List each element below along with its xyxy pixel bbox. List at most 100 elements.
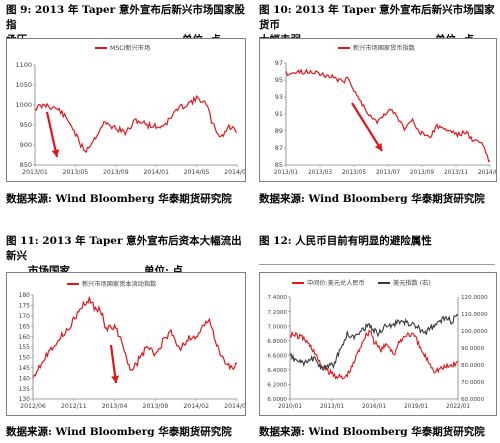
- panel-4-title-line1: 图 12: 人民币目前有明显的避险属性: [259, 235, 432, 247]
- p1-arrow-head: [51, 149, 60, 157]
- p1-xtick-label: 2014/09: [224, 169, 245, 176]
- panel-2-source: 数据来源: Wind Bloomberg 华泰期货研究院: [259, 193, 485, 205]
- p3-xtick-label: 2014/07: [224, 403, 245, 410]
- p3-xtick-label: 2013/04: [102, 403, 128, 410]
- p3-ytick-label: 180: [19, 292, 31, 299]
- p2-xtick-label: 2013/03: [308, 170, 332, 176]
- p3-xtick-label: 2012/06: [20, 403, 46, 410]
- p2-xtick-label: 2013/07: [376, 170, 400, 176]
- panel-4-divider: [259, 264, 495, 265]
- p2-legend-label-0: 新兴市场国家货币指数: [353, 44, 416, 52]
- p2-ytick-label: 85: [275, 161, 283, 169]
- p2-xtick-label: 2013/11: [444, 170, 468, 176]
- p4-xtick-label: 2010/01: [278, 404, 302, 410]
- p4-ytick-label: 7.4000: [267, 295, 287, 301]
- p3-arrow-head: [111, 375, 120, 383]
- p1-ytick-label: 1100: [15, 61, 32, 69]
- p2-ytick-label: 91: [275, 110, 283, 118]
- p2-xtick-label: 2014/01: [478, 170, 496, 176]
- p3-xtick-label: 2012/11: [61, 403, 87, 410]
- p4-ytick-label: 6.8000: [267, 339, 287, 345]
- p2-series-line: [285, 68, 491, 163]
- panel-1-title-line1: 图 9: 2013 年 Taper 意外宣布后新兴市场国家股指: [6, 4, 245, 31]
- panel-2-chart: 97 95 93 91 89 87 85 2013/01 2013/03 2013/05 2013/…: [259, 38, 500, 182]
- p3-ytick-label: 165: [19, 323, 31, 330]
- p1-xtick-label: 2014/01: [143, 169, 169, 176]
- panel-1: 图 9: 2013 年 Taper 意外宣布后新兴市场国家股指 承压 单位: 点…: [0, 0, 250, 221]
- panel-3-svg: 180 175 170 165 160 155 150 145 140 135 1302012/06…: [19, 280, 250, 410]
- panel-4-svg: 7.4000 7.2000 7.0000 6.8000 6.6000 6.4000 6.20…: [267, 279, 488, 410]
- panel-4: 图 12: 人民币目前有明显的避险属性 7.4000 7.2000 7.0000 6.…: [253, 228, 500, 443]
- p4-xtick-label: 2013/01: [320, 404, 344, 410]
- p3-ytick-label: 150: [19, 355, 31, 362]
- p1-ytick-label: 950: [20, 121, 32, 129]
- p2-ytick-label: 87: [275, 144, 283, 152]
- p1-legend-label-0: MSCI新兴市场: [110, 44, 150, 52]
- p2-xtick-label: 2013/05: [342, 170, 366, 176]
- panel-2: 图 10: 2013 年 Taper 意外宣布后新兴市场国家货币 大幅走弱 单位…: [253, 0, 500, 221]
- p4-ytick2-label: 80.0000: [461, 363, 485, 369]
- p4-xtick-label: 2016/01: [362, 404, 386, 410]
- p1-ytick-label: 1000: [15, 101, 32, 109]
- p4-ytick2-label: 110.0000: [461, 312, 488, 318]
- p2-ytick-label: 97: [275, 59, 283, 67]
- p3-ytick-label: 130: [19, 396, 31, 403]
- p1-series-line: [34, 94, 238, 154]
- p3-xtick-label: 2013/09: [143, 403, 169, 410]
- panel-1-source: 数据来源: Wind Bloomberg 华泰期货研究院: [6, 193, 232, 205]
- p4-ytick2-label: 60.0000: [461, 397, 485, 403]
- p3-ytick-label: 145: [19, 365, 31, 372]
- p2-ytick-label: 93: [275, 93, 283, 101]
- p1-ytick-label: 1050: [15, 81, 32, 89]
- p1-ytick-label: 850: [20, 161, 32, 169]
- panel-2-title-line1: 图 10: 2013 年 Taper 意外宣布后新兴市场国家货币: [259, 4, 495, 31]
- p1-arrow-shaft: [45, 111, 59, 158]
- panel-4-title: 图 12: 人民币目前有明显的避险属性: [259, 234, 499, 249]
- p4-ytick-label: 6.4000: [267, 368, 287, 374]
- panel-4-chart: 7.4000 7.2000 7.0000 6.8000 6.6000 6.4000 6.20…: [259, 272, 497, 416]
- panel-3-chart: 180 175 170 165 160 155 150 145 140 135 130 2012/06…: [6, 272, 250, 416]
- p3-series-line: [32, 296, 238, 378]
- p1-xtick-label: 2013/01: [22, 169, 48, 176]
- panel-3-source: 数据来源: Wind Bloomberg 华泰期货研究院: [6, 426, 232, 438]
- p2-xtick-label: 2013/01: [274, 170, 298, 176]
- panel-1-chart: 1100 1050 1000 950 900 850 2013/01 2013/05 2013/…: [6, 38, 250, 182]
- p3-ytick-label: 175: [19, 303, 31, 310]
- p4-xtick-label: 2022/01: [446, 404, 470, 410]
- p4-legend-label-0: 中间价:美元兑人民币: [307, 279, 365, 287]
- p2-arrow-shaft: [351, 102, 383, 152]
- panel-3-title-line1: 图 11: 2013 年 Taper 意外宣布后资本大幅流出新兴: [6, 235, 242, 262]
- p1-xtick-label: 2014/05: [184, 169, 210, 176]
- p4-series-line-1: [289, 313, 459, 371]
- p3-legend-label-0: 新兴市场国家资本流动指数: [82, 280, 157, 288]
- p1-xtick-label: 2013/09: [103, 169, 129, 176]
- p4-ytick2-label: 100.0000: [461, 329, 488, 335]
- p1-ytick-label: 900: [20, 141, 32, 149]
- p3-ytick-label: 140: [19, 375, 31, 382]
- p2-ytick-label: 95: [275, 76, 283, 84]
- p4-ytick-label: 7.0000: [267, 324, 287, 330]
- p4-ytick-label: 6.2000: [267, 383, 287, 389]
- panel-3: 图 11: 2013 年 Taper 意外宣布后资本大幅流出新兴 市场国家 单位…: [0, 228, 250, 443]
- p3-ytick-label: 135: [19, 386, 31, 393]
- p3-ytick-label: 160: [19, 334, 31, 341]
- panel-4-source: 数据来源: Wind Bloomberg 华泰期货研究院: [259, 426, 485, 438]
- p2-arrow-head: [374, 142, 382, 151]
- p3-xtick-label: 2014/02: [183, 403, 209, 410]
- p4-ytick2-label: 90.0000: [461, 346, 485, 352]
- p4-ytick-label: 6.0000: [267, 397, 287, 403]
- p1-xtick-label: 2013/05: [63, 169, 89, 176]
- p4-series-line-0: [289, 329, 459, 380]
- p4-ytick2-label: 120.0000: [461, 295, 488, 301]
- p4-ytick2-label: 70.0000: [461, 380, 485, 386]
- p4-legend-label-1: 美元指数 (右): [393, 279, 431, 287]
- p3-ytick-label: 170: [19, 313, 31, 320]
- p2-ytick-label: 89: [275, 127, 283, 135]
- p4-xtick-label: 2019/01: [404, 404, 428, 410]
- p4-ytick-label: 7.2000: [267, 310, 287, 316]
- p4-ytick-label: 6.6000: [267, 353, 287, 359]
- p2-xtick-label: 2013/09: [410, 170, 434, 176]
- p3-ytick-label: 155: [19, 344, 31, 351]
